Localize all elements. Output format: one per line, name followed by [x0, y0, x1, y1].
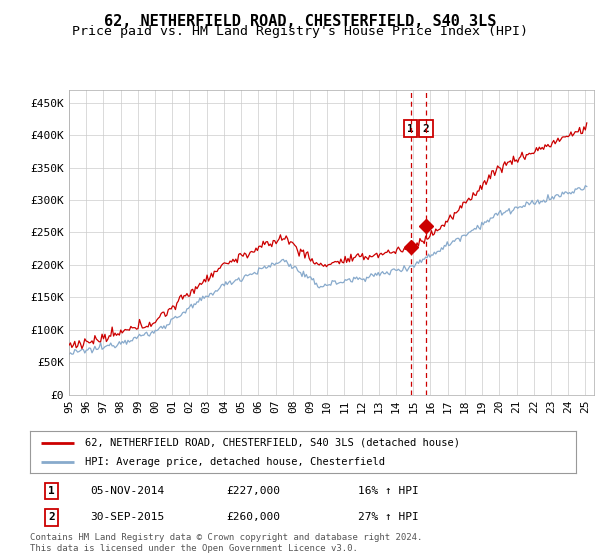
Text: Price paid vs. HM Land Registry's House Price Index (HPI): Price paid vs. HM Land Registry's House … [72, 25, 528, 38]
Text: 16% ↑ HPI: 16% ↑ HPI [358, 486, 418, 496]
Text: 2: 2 [49, 512, 55, 522]
Text: HPI: Average price, detached house, Chesterfield: HPI: Average price, detached house, Ches… [85, 457, 385, 467]
Text: 1: 1 [407, 124, 414, 134]
Text: 62, NETHERFIELD ROAD, CHESTERFIELD, S40 3LS (detached house): 62, NETHERFIELD ROAD, CHESTERFIELD, S40 … [85, 437, 460, 447]
Text: £227,000: £227,000 [227, 486, 281, 496]
Text: 2: 2 [423, 124, 430, 134]
Text: 1: 1 [49, 486, 55, 496]
Text: 27% ↑ HPI: 27% ↑ HPI [358, 512, 418, 522]
Text: Contains HM Land Registry data © Crown copyright and database right 2024.
This d: Contains HM Land Registry data © Crown c… [30, 533, 422, 553]
Text: 62, NETHERFIELD ROAD, CHESTERFIELD, S40 3LS: 62, NETHERFIELD ROAD, CHESTERFIELD, S40 … [104, 14, 496, 29]
Text: 30-SEP-2015: 30-SEP-2015 [90, 512, 164, 522]
Text: £260,000: £260,000 [227, 512, 281, 522]
Text: 05-NOV-2014: 05-NOV-2014 [90, 486, 164, 496]
